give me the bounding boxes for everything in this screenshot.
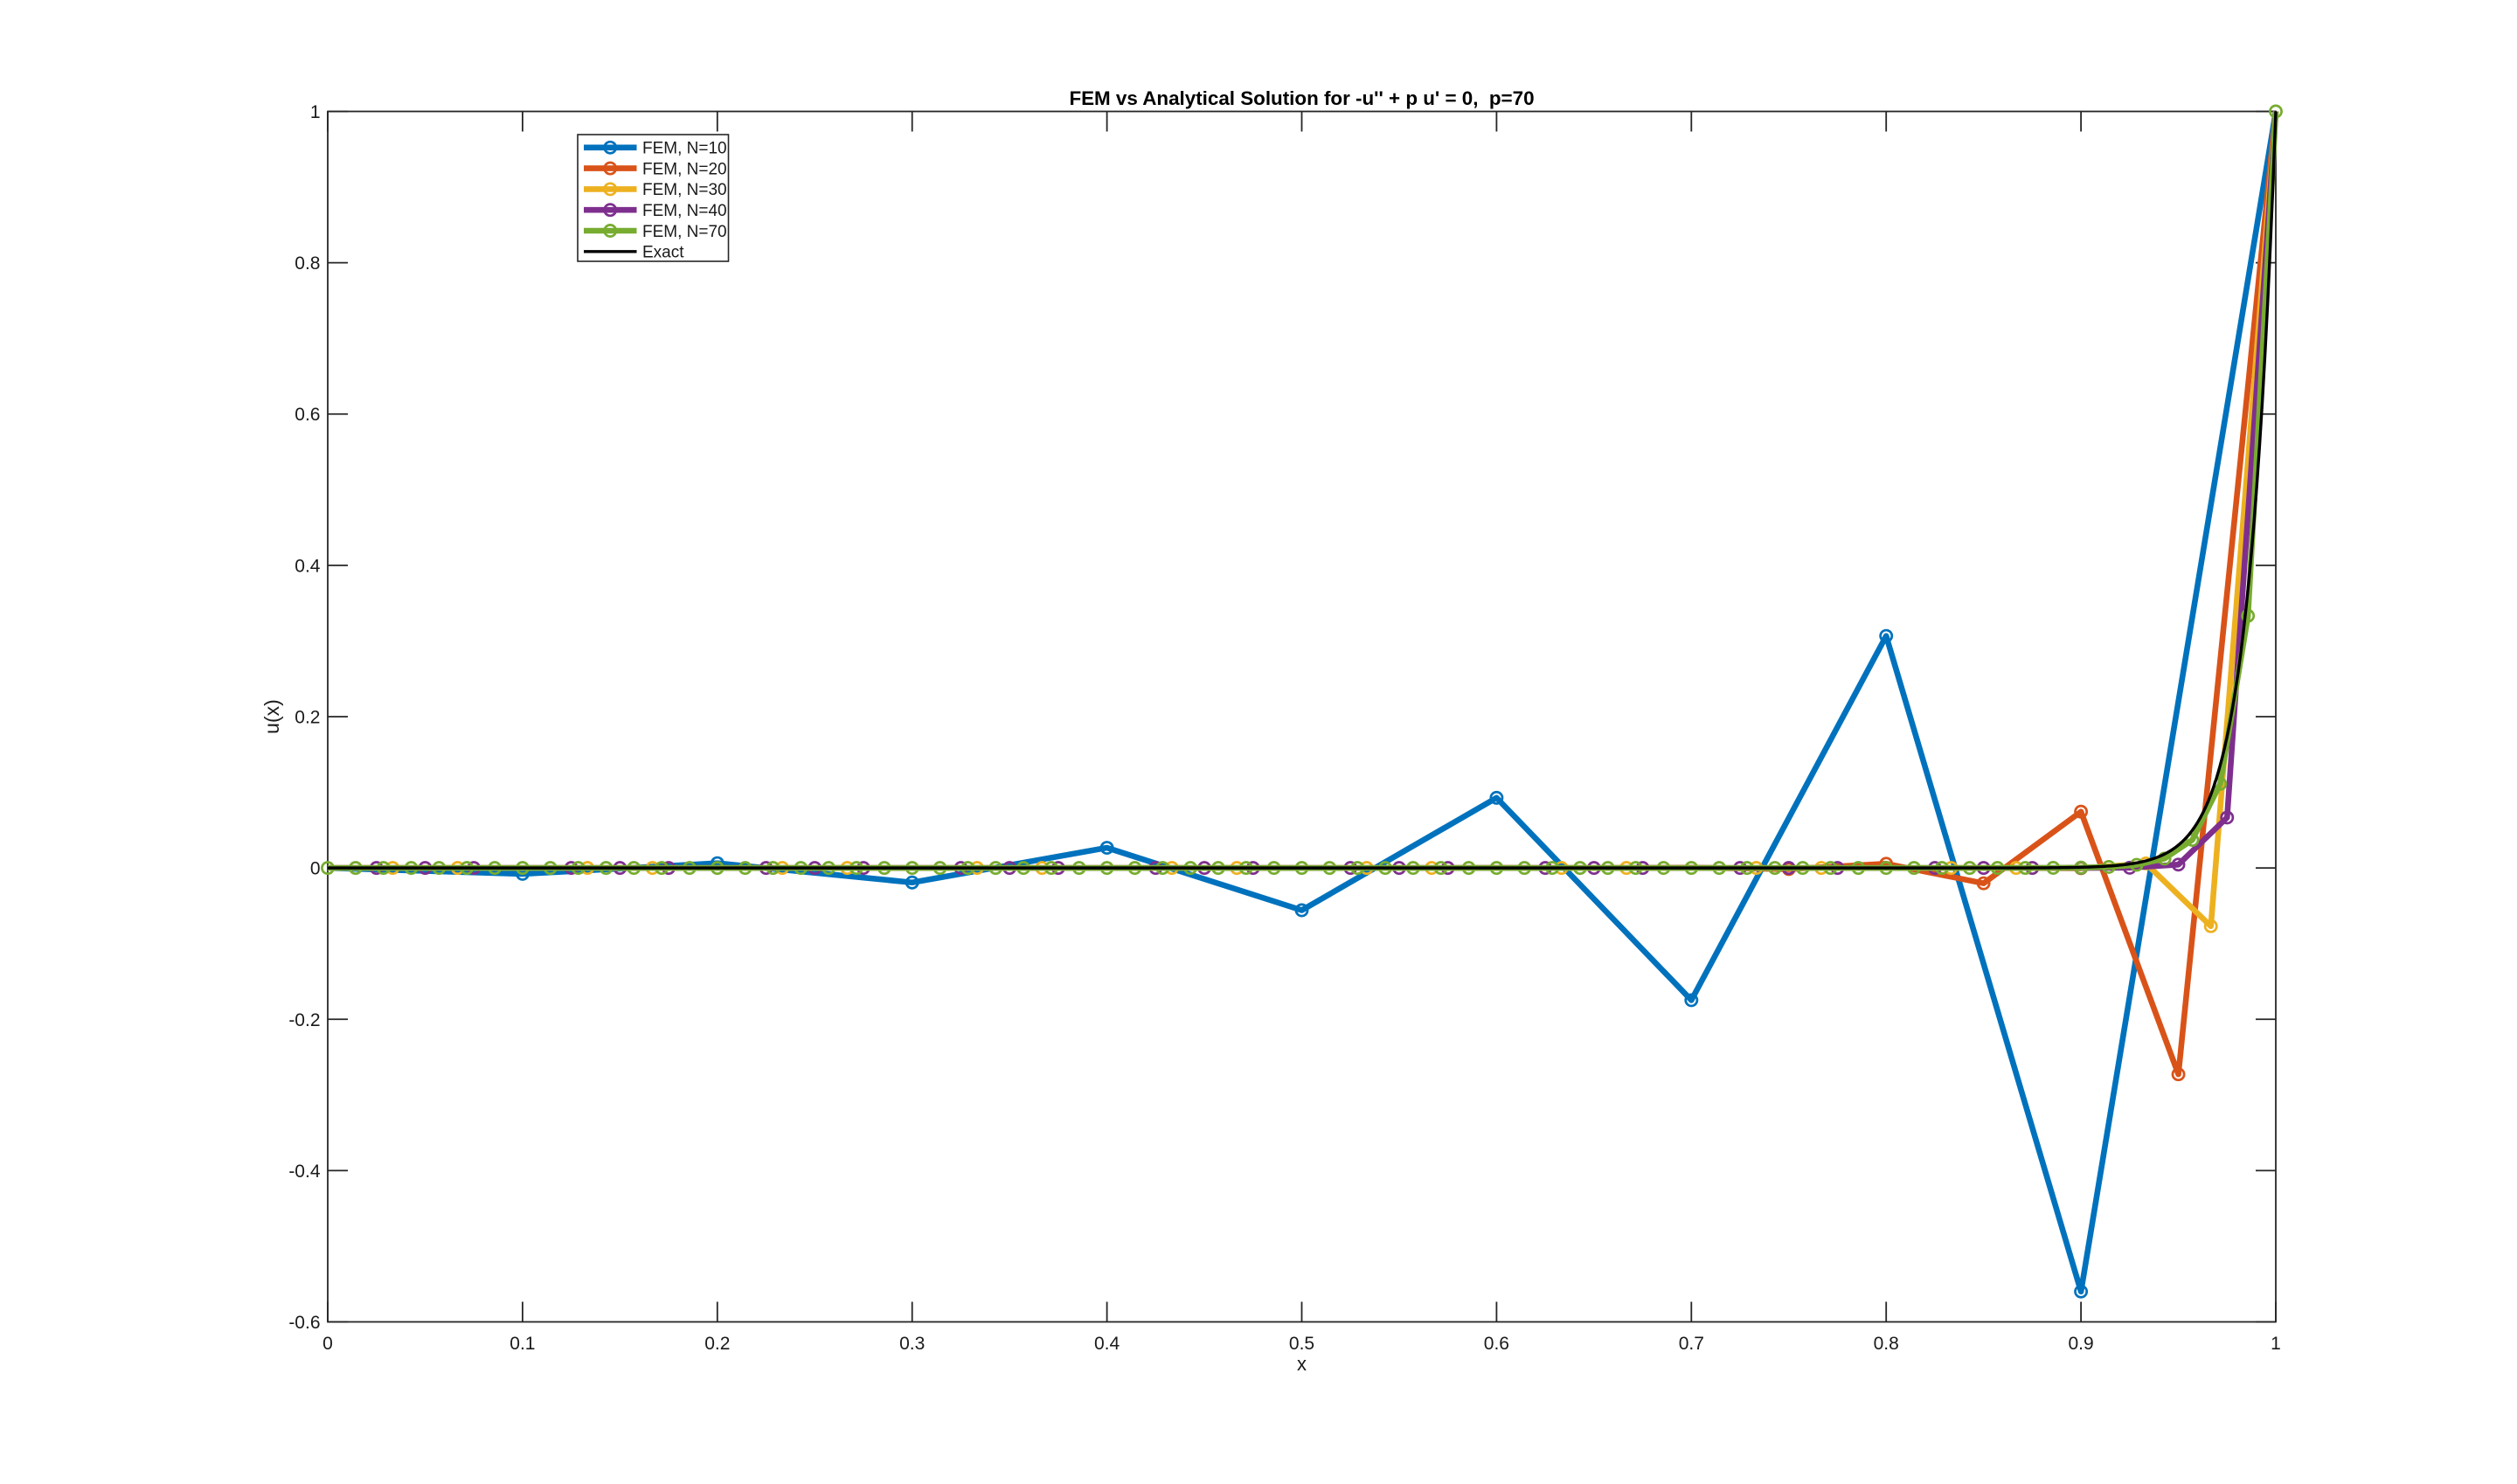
svg-text:0.1: 0.1 xyxy=(510,1334,535,1354)
svg-text:x: x xyxy=(1297,1353,1307,1375)
svg-text:0.8: 0.8 xyxy=(295,253,320,274)
svg-text:u(x): u(x) xyxy=(260,699,283,734)
svg-text:FEM, N=30: FEM, N=30 xyxy=(642,181,727,199)
svg-text:0: 0 xyxy=(322,1334,333,1354)
svg-text:FEM, N=10: FEM, N=10 xyxy=(642,140,727,158)
svg-text:-0.4: -0.4 xyxy=(288,1162,321,1182)
svg-text:0: 0 xyxy=(310,859,321,879)
svg-text:Exact: Exact xyxy=(642,244,684,262)
svg-text:0.2: 0.2 xyxy=(295,708,320,728)
svg-text:1: 1 xyxy=(2271,1334,2281,1354)
svg-text:-0.2: -0.2 xyxy=(288,1010,320,1030)
svg-text:0.3: 0.3 xyxy=(899,1334,925,1354)
svg-text:0.8: 0.8 xyxy=(1874,1334,1899,1354)
svg-text:0.7: 0.7 xyxy=(1679,1334,1704,1354)
svg-text:0.6: 0.6 xyxy=(1484,1334,1509,1354)
svg-text:0.9: 0.9 xyxy=(2068,1334,2093,1354)
svg-text:0.5: 0.5 xyxy=(1289,1334,1314,1354)
svg-text:0.4: 0.4 xyxy=(295,556,321,576)
svg-text:0.6: 0.6 xyxy=(295,405,320,425)
svg-text:FEM, N=70: FEM, N=70 xyxy=(642,223,727,241)
svg-text:1: 1 xyxy=(310,102,321,122)
svg-text:FEM, N=40: FEM, N=40 xyxy=(642,202,727,220)
svg-text:0.2: 0.2 xyxy=(704,1334,730,1354)
svg-text:-0.6: -0.6 xyxy=(288,1313,320,1333)
svg-text:0.4: 0.4 xyxy=(1094,1334,1120,1354)
svg-text:FEM, N=20: FEM, N=20 xyxy=(642,160,727,178)
svg-text:FEM vs Analytical Solution for: FEM vs Analytical Solution for -u'' + p … xyxy=(1069,87,1534,109)
